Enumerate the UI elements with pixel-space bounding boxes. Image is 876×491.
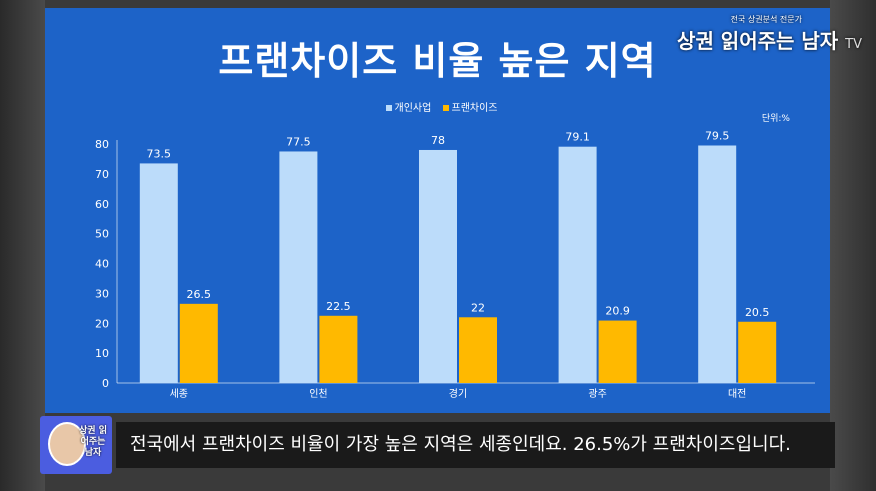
bar-series-1 <box>279 151 318 383</box>
y-tick-label: 50 <box>95 228 109 241</box>
data-label: 78 <box>431 134 445 147</box>
y-tick-label: 10 <box>95 347 109 360</box>
legend-label-series-1: 개인사업 <box>394 103 432 114</box>
avatar-face-icon <box>48 422 86 466</box>
watermark-suffix: TV <box>845 37 862 52</box>
bar-series-2 <box>179 303 218 383</box>
data-label: 79.5 <box>705 129 730 142</box>
unit-label: 단위:% <box>761 114 790 124</box>
bar-series-1 <box>139 163 178 383</box>
bar-series-2 <box>459 317 497 383</box>
y-tick-label: 60 <box>95 198 109 211</box>
data-label: 22 <box>471 301 485 314</box>
left-background <box>0 0 45 491</box>
chart-title: 프랜차이즈 비율 높은 지역 <box>218 39 657 83</box>
bar-series-2 <box>598 320 637 383</box>
x-tick-label: 인천 <box>309 388 327 400</box>
channel-avatar: 상권 읽어주는 남자 <box>40 416 112 474</box>
subtitle-text: 전국에서 프랜차이즈 비율이 가장 높은 지역은 세종인데요. 26.5%가 프… <box>116 422 835 468</box>
data-label: 22.5 <box>326 300 351 313</box>
watermark-tagline: 전국 상권분석 전문가 <box>730 15 802 24</box>
bar-series-2 <box>319 315 358 383</box>
y-tick-label: 40 <box>95 258 109 271</box>
bar-series-1 <box>698 145 737 383</box>
bar-series-2 <box>738 321 777 383</box>
avatar-brand-label: 상권 읽어주는 남자 <box>79 426 107 458</box>
bar-series-1 <box>419 149 457 383</box>
right-background <box>830 0 876 491</box>
x-tick-label: 광주 <box>588 388 606 400</box>
bar-series-1 <box>558 146 597 383</box>
channel-watermark: 전국 상권분석 전문가 상권 읽어주는 남자 TV <box>677 14 862 54</box>
data-label: 77.5 <box>286 135 311 148</box>
watermark-brand: 상권 읽어주는 남자 <box>677 29 839 53</box>
y-tick-label: 0 <box>102 377 109 390</box>
bar-chart: 0 10 20 30 40 50 60 70 80 73.5 26.5 세종 77.5 22.5 인천 78 2… <box>95 129 815 400</box>
x-tick-label: 대전 <box>728 388 746 400</box>
legend-swatch-series-1 <box>385 105 392 111</box>
legend-label-series-2: 프랜차이즈 <box>451 103 498 114</box>
x-tick-label: 세종 <box>170 388 188 400</box>
y-tick-label: 30 <box>95 287 109 300</box>
data-label: 20.9 <box>605 305 630 318</box>
chart-legend: 개인사업 프랜차이즈 <box>45 99 830 114</box>
data-label: 79.1 <box>565 131 590 144</box>
x-tick-label: 경기 <box>449 387 467 400</box>
data-label: 26.5 <box>187 288 212 301</box>
y-tick-label: 80 <box>95 138 109 151</box>
chart-slide: 프랜차이즈 비율 높은 지역 개인사업 프랜차이즈 단위:% 0 10 20 30 40… <box>45 8 830 413</box>
y-tick-label: 70 <box>95 168 109 181</box>
data-label: 73.5 <box>147 147 172 160</box>
legend-swatch-series-2 <box>442 105 449 111</box>
data-label: 20.5 <box>745 306 770 319</box>
subtitle-bar: 상권 읽어주는 남자 전국에서 프랜차이즈 비율이 가장 높은 지역은 세종인데… <box>40 416 835 474</box>
y-tick-label: 20 <box>95 317 109 330</box>
